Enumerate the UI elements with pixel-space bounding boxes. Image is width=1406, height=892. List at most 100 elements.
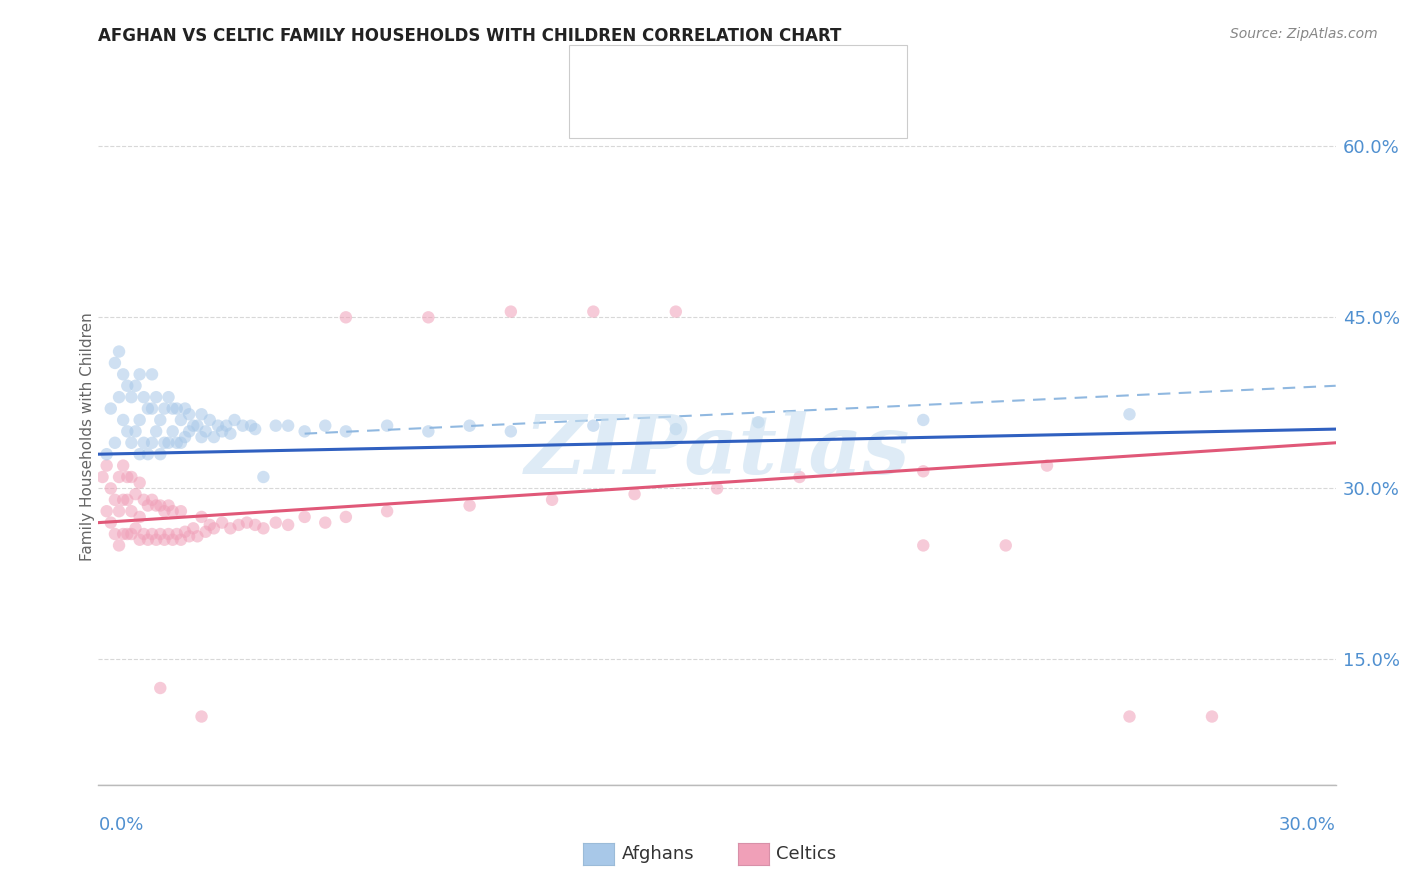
Point (179, 529, 201, 543)
Point (277, 517, 299, 532)
Point (145, 425, 167, 439)
Point (252, 521, 274, 535)
Point (100, 482, 122, 496)
Point (179, 407, 201, 421)
Point (104, 435, 127, 450)
Text: Celtics: Celtics (776, 845, 837, 863)
Point (117, 527, 139, 541)
Point (162, 504, 184, 518)
Point (128, 510, 150, 524)
Point (145, 533, 167, 547)
Point (243, 422, 266, 436)
Text: R =: R = (640, 69, 679, 87)
Point (294, 510, 316, 524)
Point (112, 368, 135, 382)
Point (706, 482, 728, 496)
Point (190, 430, 212, 444)
Point (157, 499, 180, 513)
Point (912, 464, 935, 478)
Point (623, 487, 645, 501)
Text: Source: ZipAtlas.com: Source: ZipAtlas.com (1230, 27, 1378, 41)
Point (117, 425, 139, 439)
Point (157, 390, 180, 404)
Point (912, 413, 935, 427)
Point (112, 413, 135, 427)
Point (190, 407, 212, 421)
Point (162, 425, 184, 439)
Point (108, 390, 131, 404)
Point (157, 435, 180, 450)
Point (128, 533, 150, 547)
Point (174, 401, 197, 416)
Point (190, 510, 212, 524)
Text: AFGHAN VS CELTIC FAMILY HOUSEHOLDS WITH CHILDREN CORRELATION CHART: AFGHAN VS CELTIC FAMILY HOUSEHOLDS WITH … (98, 27, 842, 45)
Point (202, 430, 225, 444)
Point (162, 533, 184, 547)
Point (141, 435, 163, 450)
Point (174, 430, 197, 444)
Point (132, 435, 155, 450)
Text: ZIPatlas: ZIPatlas (524, 411, 910, 491)
Point (181, 521, 204, 535)
Text: 0.0%: 0.0% (98, 816, 143, 834)
Point (375, 504, 398, 518)
Point (108, 504, 131, 518)
Point (100, 401, 122, 416)
Point (166, 401, 188, 416)
Point (747, 415, 769, 429)
Point (179, 425, 201, 439)
Point (120, 470, 142, 484)
Point (120, 435, 142, 450)
Point (166, 527, 188, 541)
Point (145, 390, 167, 404)
Point (132, 492, 155, 507)
Point (162, 401, 184, 416)
Point (153, 435, 176, 450)
Point (335, 425, 357, 439)
Point (157, 527, 180, 541)
Point (240, 418, 263, 433)
Point (149, 527, 172, 541)
Point (314, 516, 336, 530)
Point (1118, 709, 1140, 723)
Point (120, 504, 142, 518)
Point (141, 492, 163, 507)
Point (1201, 709, 1223, 723)
Point (104, 527, 127, 541)
Point (181, 418, 204, 433)
Point (194, 425, 217, 439)
Point (207, 418, 229, 433)
Point (132, 390, 155, 404)
Point (541, 492, 564, 507)
Point (128, 447, 150, 461)
Point (789, 470, 811, 484)
Point (1118, 407, 1140, 421)
Point (120, 390, 142, 404)
Point (96, 458, 118, 473)
Point (170, 435, 193, 450)
Point (108, 344, 131, 359)
Text: 72: 72 (769, 69, 794, 87)
Point (174, 524, 197, 539)
Point (224, 413, 246, 427)
Point (100, 516, 122, 530)
Point (264, 418, 287, 433)
Point (582, 304, 605, 318)
Point (112, 527, 135, 541)
Point (128, 475, 150, 490)
Point (277, 418, 299, 433)
Point (136, 401, 159, 416)
Point (112, 458, 135, 473)
Point (120, 527, 142, 541)
Text: N =: N = (731, 69, 783, 87)
Point (136, 447, 159, 461)
Text: 0.111: 0.111 (679, 100, 735, 118)
Point (194, 524, 217, 539)
Point (198, 413, 221, 427)
Point (141, 527, 163, 541)
Point (117, 470, 139, 484)
Point (314, 418, 336, 433)
Point (153, 533, 176, 547)
Point (294, 425, 316, 439)
Point (211, 516, 233, 530)
